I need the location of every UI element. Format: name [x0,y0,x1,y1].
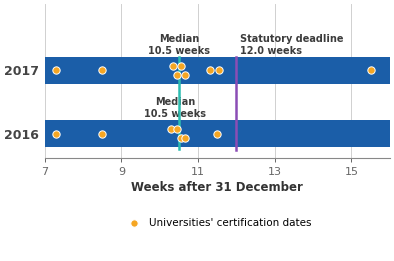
Text: Median
10.5 weeks: Median 10.5 weeks [144,97,206,119]
Point [174,127,180,131]
Point [178,136,184,140]
Point [216,68,222,73]
Text: Median
10.5 weeks: Median 10.5 weeks [148,33,210,56]
Point [99,68,105,73]
Bar [45,120,390,147]
X-axis label: Weeks after 31 December: Weeks after 31 December [131,181,303,194]
Point [170,64,177,68]
Bar [45,57,390,84]
Point [182,73,188,77]
Text: Statutory deadline
12.0 weeks: Statutory deadline 12.0 weeks [240,33,344,56]
Point [182,136,188,140]
Point [53,68,59,73]
Point [99,132,105,136]
Point [174,73,180,77]
Point [178,64,184,68]
Point [214,132,220,136]
Point [168,127,175,131]
Legend: Universities' certification dates: Universities' certification dates [119,214,315,232]
Point [368,68,374,73]
Point [53,132,59,136]
Point [206,68,213,73]
